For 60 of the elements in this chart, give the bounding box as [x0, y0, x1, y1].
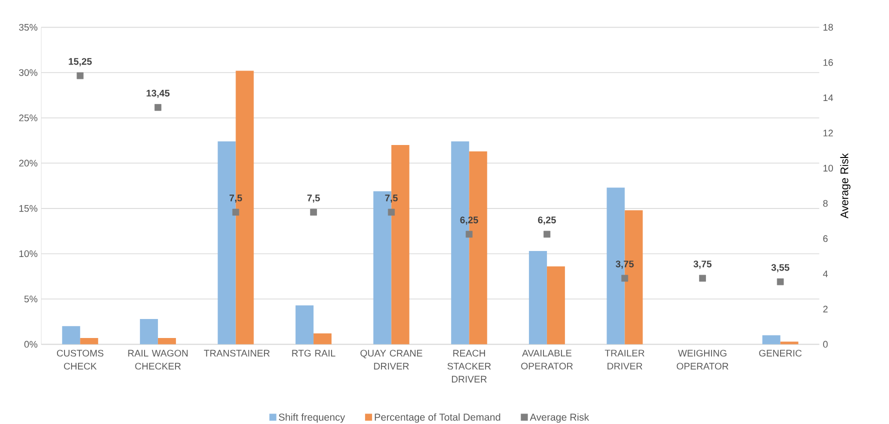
bar	[140, 318, 158, 344]
bar	[80, 338, 98, 344]
y2-tick-label: 18	[823, 24, 833, 31]
y-tick-label: 20%	[19, 160, 38, 167]
y2-tick-label: 0	[823, 340, 828, 348]
y2-axis-title: Average Risk	[840, 153, 850, 218]
data-label: 7,5	[230, 194, 242, 203]
legend-label: Average Risk	[530, 413, 590, 423]
data-label: 6,25	[538, 216, 556, 225]
point	[154, 104, 162, 111]
y-tick-label: 10%	[19, 250, 38, 258]
data-label: 3,55	[771, 264, 790, 272]
y2-tick-label: 2	[823, 306, 828, 312]
x-tick-label: WEIGHING OPERATOR	[676, 350, 728, 370]
y2-tick-label: 10	[823, 164, 833, 172]
point	[621, 274, 628, 282]
legend-label: Shift frequency	[278, 413, 346, 423]
legend-label: Percentage of Total Demand	[374, 413, 500, 423]
bar	[62, 326, 80, 344]
x-tick-label: CUSTOMS CHECK	[56, 350, 104, 370]
bar	[158, 338, 176, 344]
bar	[780, 342, 798, 344]
y-tick-label: 5%	[24, 296, 38, 302]
y-tick-label: 15%	[19, 205, 38, 212]
bar	[762, 335, 780, 344]
bar	[528, 251, 547, 344]
y-tick-label: 30%	[19, 69, 38, 76]
y2-tick-label: 8	[823, 200, 828, 207]
data-label: 15,25	[68, 58, 92, 66]
y2-tick-label: 4	[822, 270, 828, 278]
data-label: 3,75	[616, 260, 634, 269]
y-tick-label: 35%	[19, 24, 38, 31]
x-tick-label: TRAILER DRIVER	[604, 350, 644, 370]
point	[776, 278, 784, 286]
point	[76, 72, 84, 80]
data-label: 7,5	[307, 194, 320, 203]
x-tick-label: RAIL WAGON CHECKER	[128, 350, 188, 370]
x-tick-label: GENERIC	[759, 350, 802, 357]
point	[699, 274, 706, 282]
x-tick-label: TRANSTAINER	[204, 350, 270, 357]
point	[544, 230, 550, 238]
y-tick-label: 0%	[24, 340, 38, 348]
point	[388, 208, 395, 216]
x-tick-label: REACH STACKER DRIVER	[447, 350, 491, 382]
y-tick-label: 25%	[19, 114, 38, 122]
bar	[296, 305, 314, 344]
point	[466, 230, 473, 238]
bar	[314, 333, 332, 344]
x-tick-label: RTG RAIL	[292, 350, 336, 357]
y2-tick-label: 14	[823, 94, 834, 102]
bar	[546, 266, 565, 344]
data-label: 3,75	[694, 260, 712, 269]
data-label: 13,45	[146, 90, 170, 98]
point	[310, 208, 317, 216]
point	[232, 208, 240, 216]
x-tick-label: QUAY CRANE DRIVER	[360, 350, 422, 370]
y2-tick-label: 6	[823, 235, 828, 242]
x-tick-label: AVAILABLE OPERATOR	[521, 350, 573, 370]
y2-tick-label: 12	[823, 130, 833, 136]
y2-tick-label: 16	[823, 59, 833, 66]
